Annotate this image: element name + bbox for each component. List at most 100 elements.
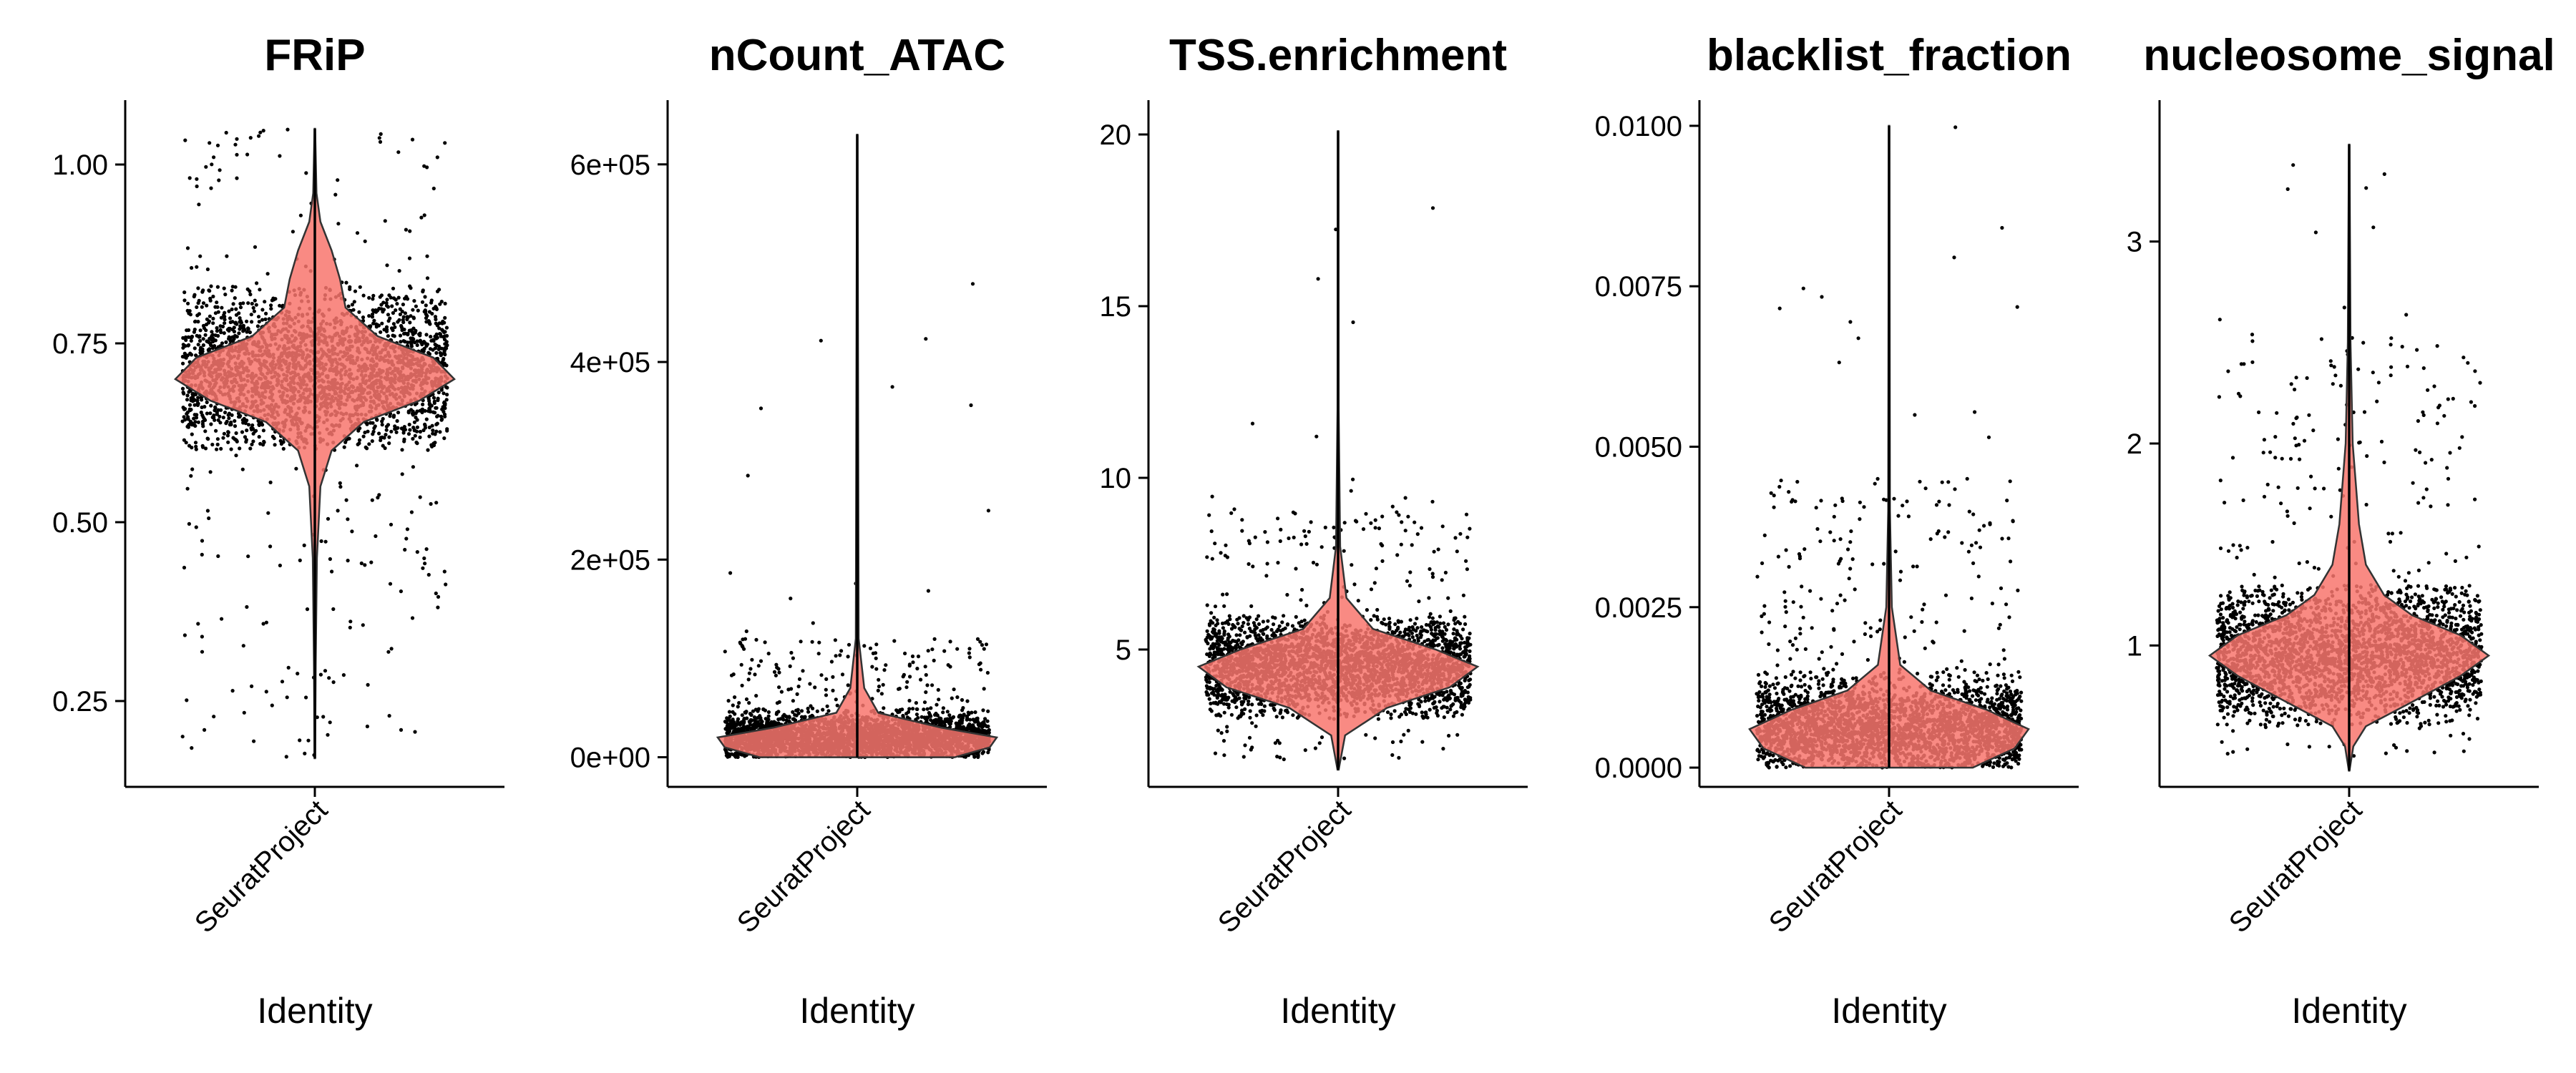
data-point [200,650,205,654]
data-point [418,495,422,499]
data-point [436,594,441,599]
data-point [428,408,432,413]
data-point [196,396,200,400]
data-point [181,361,185,366]
data-point [422,310,426,314]
data-point [366,682,370,687]
data-point [225,433,230,438]
data-point [185,308,190,313]
data-point [210,330,214,334]
data-point [187,176,192,180]
data-point [250,320,254,324]
data-point [398,333,403,338]
data-point [233,418,237,423]
data-point [391,286,396,290]
data-point [421,566,425,570]
data-point [216,418,220,422]
data-point [379,303,384,307]
data-point [237,331,241,335]
data-point [423,423,427,428]
data-point [396,150,401,155]
data-point [208,470,213,474]
data-point [187,521,191,526]
data-point [966,710,970,715]
data-point [303,751,307,755]
data-point [182,415,186,419]
data-point [326,516,331,521]
data-point [281,446,286,451]
data-point [319,539,323,544]
data-point [381,444,385,448]
data-point [350,303,354,307]
data-point [241,329,245,333]
data-point [195,265,199,269]
data-point [205,267,210,272]
data-point [185,398,190,402]
data-point [238,415,242,419]
data-point [185,424,190,429]
data-point [185,393,190,398]
data-point [211,294,215,299]
data-point [250,442,254,446]
data-point [304,695,308,700]
data-point [434,422,439,427]
data-point [397,269,401,273]
data-point [224,421,228,426]
data-point [201,337,205,341]
data-point [192,413,197,417]
data-point [427,321,431,325]
data-point [210,162,214,167]
data-point [444,340,449,344]
data-point [248,136,253,140]
data-point [321,715,326,719]
data-point [245,152,250,157]
data-point [374,322,379,326]
data-point [213,333,218,338]
data-point [223,293,228,297]
data-point [403,340,407,344]
data-point [200,290,205,294]
data-point [379,132,383,136]
data-point [201,343,205,348]
data-point [281,440,286,444]
data-point [430,444,434,449]
data-point [196,286,200,290]
data-point [380,321,384,325]
data-point [384,424,389,428]
data-point [401,303,406,307]
data-point [431,338,435,342]
data-point [426,448,430,452]
data-point [221,416,225,420]
data-point [213,305,218,309]
data-point [985,719,990,723]
data-point [245,428,249,433]
data-point [431,428,435,433]
data-point [182,351,187,356]
data-point [219,330,223,335]
data-point [363,563,367,567]
data-point [371,293,376,298]
data-point [377,431,381,436]
data-point [268,544,273,549]
data-point [427,434,431,438]
data-point [431,410,436,414]
data-point [254,303,258,307]
data-point [286,127,290,132]
data-point [402,425,406,429]
data-point [195,398,200,403]
data-point [399,340,403,344]
data-point [217,178,221,182]
data-point [370,439,374,444]
data-point [237,311,241,315]
data-point [391,333,395,338]
data-point [445,393,449,397]
data-point [248,446,253,451]
data-point [418,331,422,335]
data-point [257,435,261,439]
data-point [291,230,295,234]
data-point [391,322,396,326]
data-point [213,311,218,315]
data-point [425,276,430,280]
data-point [205,303,209,308]
data-point [230,320,235,324]
